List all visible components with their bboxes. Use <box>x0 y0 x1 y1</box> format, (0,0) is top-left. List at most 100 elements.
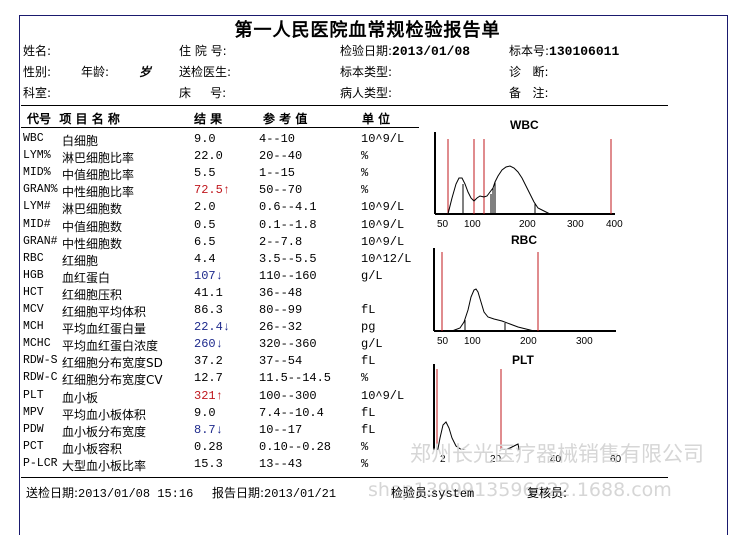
plt-tick: 20 <box>490 454 502 465</box>
rbc-tick: 300 <box>576 336 593 347</box>
cell-code: MCV <box>23 303 44 316</box>
cell-unit: % <box>361 456 369 471</box>
bed-label: 床 号: <box>179 86 227 100</box>
cell-name: 血红蛋白 <box>62 270 111 285</box>
cell-name: 中性细胞数 <box>62 236 123 251</box>
rbc-plot <box>433 248 616 332</box>
cell-ref: 20--40 <box>259 149 303 164</box>
cell-unit: 10^9/L <box>361 132 405 146</box>
cell-code: WBC <box>23 132 44 145</box>
admission-label: 住 院 号: <box>179 44 227 58</box>
cell-unit: 10^9/L <box>361 200 405 215</box>
cell-result: 0.5 <box>194 217 216 232</box>
plt-tick: 60 <box>610 454 622 465</box>
cell-unit: g/L <box>361 268 383 283</box>
cell-ref: 11.5--14.5 <box>259 371 332 386</box>
cell-ref: 0.10--0.28 <box>259 439 332 454</box>
report-date-field: 报告日期:2013/01/21 <box>212 486 337 501</box>
wbc-plot <box>434 132 615 215</box>
cell-unit: 10^9/L <box>361 388 405 403</box>
patient-type-label: 病人类型: <box>340 86 393 100</box>
cell-result: 6.5 <box>194 234 216 249</box>
cell-result: 9.0 <box>194 132 216 146</box>
report-frame <box>19 15 728 535</box>
cell-code: MID# <box>23 217 51 231</box>
col-reference: 参 考 值 <box>263 112 308 126</box>
cell-result: 86.3 <box>194 303 223 317</box>
cell-code: HCT <box>23 285 44 299</box>
cell-name: 平均血小板体积 <box>62 407 147 422</box>
cell-name: 血小板 <box>62 390 99 405</box>
cell-name: 淋巴细胞数 <box>62 202 123 217</box>
tester-field: 检验员:system <box>391 486 475 501</box>
cell-code: MID% <box>23 166 51 180</box>
footer-divider <box>21 477 668 478</box>
cell-ref: 0.6--4.1 <box>259 200 317 215</box>
cell-result: 107↓ <box>194 268 223 283</box>
rbc-tick: 100 <box>464 336 481 347</box>
rbc-tick: 200 <box>520 336 537 347</box>
cell-code: RDW-S <box>23 354 58 368</box>
cell-result: 37.2 <box>194 354 223 369</box>
cell-unit: fL <box>361 354 376 369</box>
col-result: 结 果 <box>194 112 223 126</box>
cell-unit: % <box>361 166 369 181</box>
cell-code: PDW <box>23 422 44 436</box>
cell-name: 红细胞 <box>62 253 99 268</box>
cell-ref: 36--48 <box>259 285 303 300</box>
rbc-histogram: RBC 50 100 200 300 <box>430 232 620 347</box>
age-label: 年龄: <box>81 65 110 79</box>
cell-code: LYM# <box>23 200 51 214</box>
submit-date-field: 送检日期:2013/01/08 15:16 <box>26 486 194 501</box>
cell-ref: 3.5--5.5 <box>259 251 317 266</box>
cell-ref: 2--7.8 <box>259 234 303 249</box>
cell-code: LYM% <box>23 149 51 163</box>
cell-name: 淋巴细胞比率 <box>62 151 135 166</box>
wbc-tick: 50 <box>437 219 449 230</box>
diagnosis-label: 诊 断: <box>509 65 549 79</box>
reviewer-label: 复核员: <box>527 486 568 500</box>
wbc-tick: 100 <box>464 219 481 230</box>
test-date-field: 检验日期:2013/01/08 <box>340 44 471 59</box>
col-code-name: 代号 项 目 名 称 <box>27 112 120 126</box>
cell-unit: % <box>361 439 369 454</box>
cell-unit: 10^9/L <box>361 217 405 232</box>
cell-unit: % <box>361 149 369 164</box>
cell-unit: 10^9/L <box>361 234 405 249</box>
cell-code: MCH <box>23 320 44 334</box>
plt-title: PLT <box>512 353 534 367</box>
cell-name: 血小板容积 <box>62 441 123 456</box>
cell-name: 中值细胞比率 <box>62 168 135 183</box>
cell-ref: 7.4--10.4 <box>259 405 324 420</box>
cell-name: 平均血红蛋白量 <box>62 322 147 337</box>
cell-unit: % <box>361 371 369 386</box>
cell-ref: 1--15 <box>259 166 296 181</box>
column-divider <box>21 127 419 128</box>
cell-name: 血小板分布宽度 <box>62 424 147 439</box>
name-label: 姓名: <box>23 44 52 58</box>
cell-result: 4.4 <box>194 251 216 266</box>
cell-result: 12.7 <box>194 371 223 386</box>
remark-label: 备 注: <box>509 86 549 100</box>
cell-name: 白细胞 <box>62 134 99 148</box>
plt-tick: 40 <box>550 454 562 465</box>
cell-result: 22.0 <box>194 149 223 164</box>
cell-result: 260↓ <box>194 337 223 352</box>
cell-result: 9.0 <box>194 405 216 420</box>
cell-code: PLT <box>23 388 44 402</box>
cell-ref: 110--160 <box>259 268 317 283</box>
cell-name: 红细胞分布宽度SD <box>62 356 163 371</box>
cell-name: 红细胞压积 <box>62 287 123 302</box>
cell-ref: 37--54 <box>259 354 303 369</box>
cell-result: 5.5 <box>194 166 216 181</box>
cell-unit: 10^12/L <box>361 251 412 266</box>
cell-ref: 320--360 <box>259 337 317 352</box>
cell-name: 红细胞分布宽度CV <box>62 373 163 388</box>
rbc-title: RBC <box>511 233 537 247</box>
cell-code: GRAN% <box>23 183 58 197</box>
cell-name: 平均血红蛋白浓度 <box>62 339 159 354</box>
cell-result: 0.28 <box>194 439 223 454</box>
header-divider <box>21 105 668 106</box>
cell-name: 红细胞平均体积 <box>62 305 147 319</box>
cell-name: 中性细胞比率 <box>62 185 135 200</box>
